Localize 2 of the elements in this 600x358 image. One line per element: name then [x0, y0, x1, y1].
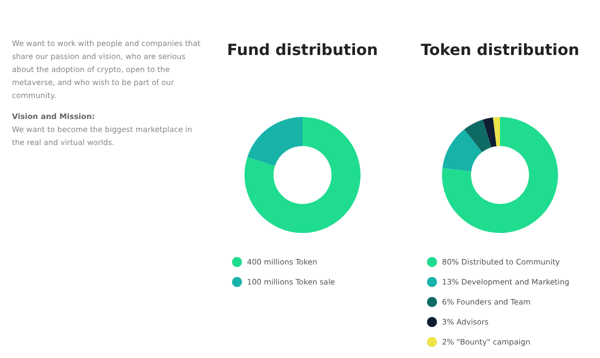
chart-title: Token distribution — [420, 41, 580, 59]
chart-title: Fund distribution — [227, 41, 378, 59]
